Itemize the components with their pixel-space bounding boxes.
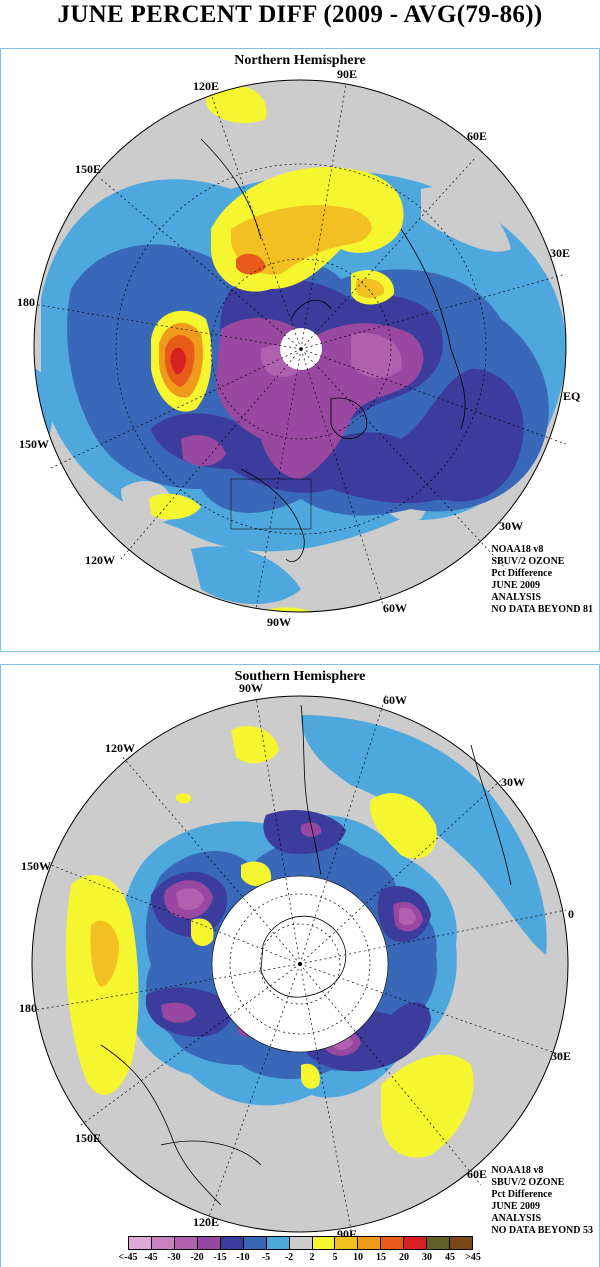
legend-label: >45 bbox=[465, 1252, 481, 1263]
south-info-line: Pct Difference bbox=[491, 1189, 553, 1200]
legend-label: -5 bbox=[261, 1252, 271, 1263]
legend-swatch bbox=[357, 1236, 381, 1250]
north-lon-60w: 60W bbox=[383, 601, 407, 615]
north-info-line: NOAA18 v8 bbox=[491, 544, 544, 555]
legend-swatch bbox=[449, 1236, 474, 1250]
north-info-line: Pct Difference bbox=[491, 568, 553, 579]
legend-label: -10 bbox=[236, 1252, 250, 1263]
south-info-line: JUNE 2009 bbox=[491, 1201, 541, 1212]
north-lon-180: 180 bbox=[17, 295, 35, 309]
legend-swatch bbox=[242, 1236, 266, 1250]
legend-swatch bbox=[311, 1236, 335, 1250]
legend-swatch bbox=[150, 1236, 174, 1250]
legend-swatch bbox=[128, 1236, 151, 1250]
south-info-line: NO DATA BEYOND 53 bbox=[491, 1225, 593, 1236]
south-coastlines bbox=[100, 704, 512, 1206]
north-lon-30w: 30W bbox=[499, 519, 523, 533]
north-lon-eq: EQ bbox=[563, 389, 581, 403]
northern-hemisphere-panel: Northern Hemisphere bbox=[0, 48, 600, 652]
south-info-line: NOAA18 v8 bbox=[491, 1165, 544, 1176]
legend-swatch bbox=[288, 1236, 312, 1250]
legend-label: -15 bbox=[213, 1252, 227, 1263]
legend-label: 15 bbox=[376, 1252, 386, 1263]
southern-hemisphere-panel: Southern Hemisphere bbox=[0, 664, 600, 1267]
south-lon-60w: 60W bbox=[383, 693, 407, 707]
south-lon-90w: 90W bbox=[239, 681, 263, 695]
legend-label: 30 bbox=[422, 1252, 432, 1263]
north-panel-title: Northern Hemisphere bbox=[234, 53, 366, 68]
south-lon-60e: 60E bbox=[467, 1167, 488, 1181]
legend-swatch bbox=[196, 1236, 220, 1250]
legend-label: 45 bbox=[445, 1252, 455, 1263]
south-meridians bbox=[35, 694, 567, 1231]
north-lon-60e: 60E bbox=[467, 129, 488, 143]
north-info-line: JUNE 2009 bbox=[491, 580, 541, 591]
legend-swatch bbox=[219, 1236, 243, 1250]
legend-swatch bbox=[173, 1236, 197, 1250]
color-legend bbox=[128, 1236, 474, 1250]
south-info-block: NOAA18 v8 SBUV/2 OZONE Pct Difference JU… bbox=[491, 1165, 593, 1237]
north-info-line: ANALYSIS bbox=[491, 592, 542, 603]
legend-swatch bbox=[334, 1236, 358, 1250]
south-lon-150e: 150E bbox=[75, 1131, 102, 1145]
north-info-line: NO DATA BEYOND 81 bbox=[491, 604, 593, 615]
legend-label: 20 bbox=[399, 1252, 409, 1263]
legend-label: -20 bbox=[190, 1252, 204, 1263]
north-lon-120e: 120E bbox=[193, 79, 220, 93]
north-info-block: NOAA18 v8 SBUV/2 OZONE Pct Difference JU… bbox=[491, 544, 593, 616]
north-lon-30e: 30E bbox=[550, 246, 571, 260]
north-info-line: SBUV/2 OZONE bbox=[491, 556, 565, 567]
south-lon-180: 180 bbox=[19, 1001, 37, 1015]
south-lon-120e: 120E bbox=[193, 1215, 220, 1229]
legend-label: -30 bbox=[167, 1252, 181, 1263]
legend-label: <-45 bbox=[118, 1252, 138, 1263]
north-lon-150e: 150E bbox=[75, 162, 102, 176]
north-lon-90e: 90E bbox=[337, 67, 358, 81]
north-lon-90w: 90W bbox=[267, 615, 291, 629]
legend-label: -45 bbox=[144, 1252, 158, 1263]
color-legend-labels: <-45 -45 -30 -20 -15 -10 -5 -2 2 5 10 15 20 30 45 >45 bbox=[112, 1252, 492, 1264]
legend-label: 2 bbox=[309, 1252, 315, 1263]
south-lon-0: 0 bbox=[568, 907, 574, 921]
legend-label: 5 bbox=[332, 1252, 338, 1263]
legend-swatch bbox=[265, 1236, 289, 1250]
legend-label: -2 bbox=[284, 1252, 294, 1263]
north-coastlines bbox=[200, 138, 466, 562]
south-lon-30w: 30W bbox=[501, 775, 525, 789]
legend-label: 10 bbox=[353, 1252, 363, 1263]
south-panel-title: Southern Hemisphere bbox=[234, 669, 366, 684]
south-lon-120w: 120W bbox=[105, 741, 135, 755]
legend-swatch bbox=[426, 1236, 450, 1250]
south-lon-30e: 30E bbox=[551, 1049, 572, 1063]
north-lon-150w: 150W bbox=[19, 437, 49, 451]
south-info-line: ANALYSIS bbox=[491, 1213, 542, 1224]
south-polar-map bbox=[31, 694, 569, 1233]
legend-swatch bbox=[403, 1236, 427, 1250]
south-info-line: SBUV/2 OZONE bbox=[491, 1177, 565, 1188]
page-title: JUNE PERCENT DIFF (2009 - AVG(79-86)) bbox=[57, 1, 543, 28]
antarctica-outline bbox=[260, 915, 347, 998]
north-lon-120w: 120W bbox=[85, 553, 115, 567]
south-lon-150w: 150W bbox=[21, 859, 51, 873]
north-polar-map bbox=[32, 79, 567, 615]
legend-swatch bbox=[380, 1236, 404, 1250]
north-contour-field bbox=[34, 80, 566, 612]
